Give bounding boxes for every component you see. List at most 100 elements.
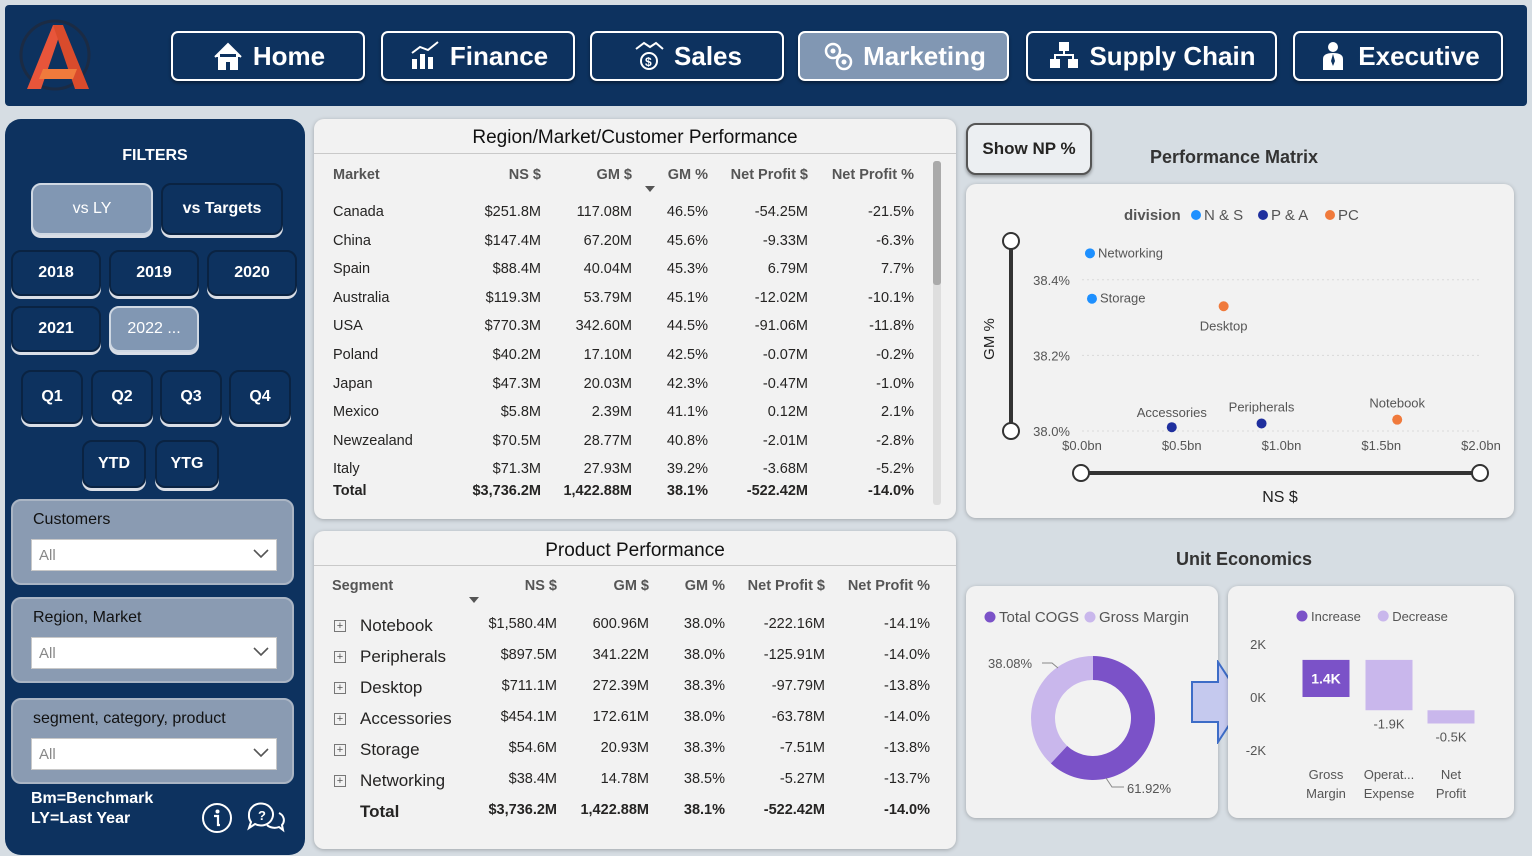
expand-icon[interactable]: + (334, 775, 346, 787)
bar-value-label: 1.4K (1311, 670, 1341, 686)
column-header[interactable]: Net Profit $ (747, 578, 825, 594)
expand-icon[interactable]: + (334, 713, 346, 725)
row-value: -91.06M (754, 318, 808, 335)
x-axis-title: NS $ (1262, 489, 1298, 506)
nav-home-button[interactable]: Home (171, 31, 365, 81)
row-label: Storage (360, 740, 420, 759)
row-value: -7.51M (779, 740, 825, 756)
expand-icon[interactable]: + (334, 651, 346, 663)
help-chat-icon[interactable]: ? (245, 799, 285, 837)
legend-label: Total COGS (999, 609, 1079, 626)
column-header[interactable]: GM $ (596, 167, 632, 183)
column-header[interactable]: Market (333, 167, 380, 183)
q1-button[interactable]: Q1 (21, 370, 83, 424)
total-label: Total (333, 483, 367, 499)
row-value: -125.91M (763, 647, 825, 663)
row-value: -14.0% (884, 647, 930, 663)
column-header[interactable]: GM % (667, 167, 708, 183)
row-label: Japan (333, 375, 373, 392)
row-value: -222.16M (763, 616, 825, 632)
row-value: -0.07M (762, 347, 808, 363)
row-value: $47.3M (492, 375, 541, 392)
nav-button-label: Finance (449, 40, 549, 71)
row-value: -3.68M (762, 461, 808, 478)
nav-sales-button[interactable]: $ Sales (590, 31, 784, 81)
slice-label-leader (1105, 777, 1124, 788)
row-value: 342.60M (575, 318, 632, 335)
chevron-down-icon (253, 647, 269, 657)
column-header[interactable]: Segment (332, 578, 394, 594)
row-value: 17.10M (583, 347, 632, 363)
legend-label: Decrease (1392, 609, 1448, 624)
point-label: Networking (1098, 245, 1163, 260)
nav-finance-button[interactable]: Finance (381, 31, 575, 81)
slice-label: 38.08% (988, 656, 1033, 671)
nav-marketing-button[interactable]: Marketing (798, 31, 1009, 81)
scrollbar-thumb[interactable] (933, 161, 941, 285)
segment-slicer-label: segment, category, product (33, 710, 226, 727)
column-header[interactable]: Net Profit % (831, 167, 914, 183)
year-2019-button[interactable]: 2019 (109, 250, 199, 296)
x-slider-left-handle[interactable] (1072, 464, 1090, 482)
row-value: -5.2% (876, 461, 914, 478)
column-header[interactable]: Net Profit % (847, 578, 930, 594)
y-slider-bottom-handle[interactable] (1002, 422, 1020, 440)
filters-panel: FILTERS vs LY vs Targets 2018 2019 2020 … (5, 119, 305, 855)
point-label: Notebook (1369, 396, 1425, 411)
sort-descending-icon[interactable] (645, 186, 655, 192)
year-2020-button[interactable]: 2020 (207, 250, 297, 296)
table-scrollbar[interactable] (933, 161, 941, 505)
row-value: 46.5% (666, 204, 708, 220)
row-label: Peripherals (360, 647, 446, 666)
row-value: 42.5% (666, 347, 708, 363)
row-value: -12.02M (754, 289, 808, 306)
column-header[interactable]: Net Profit $ (730, 167, 808, 183)
column-header[interactable]: GM % (684, 578, 725, 594)
row-value: 20.93M (600, 740, 649, 756)
year-2022-button[interactable]: 2022 ... (109, 306, 199, 352)
y-slider-top-handle[interactable] (1002, 232, 1020, 250)
bar-value-label: -0.5K (1435, 730, 1466, 745)
year-2021-button[interactable]: 2021 (11, 306, 101, 352)
customers-dropdown-value: All (39, 547, 56, 564)
row-value: $70.5M (492, 432, 541, 449)
column-header[interactable]: NS $ (524, 578, 557, 594)
x-slider-right-handle[interactable] (1471, 464, 1489, 482)
region-market-dropdown[interactable]: All (31, 637, 277, 669)
year-2018-button[interactable]: 2018 (11, 250, 101, 296)
q2-button[interactable]: Q2 (91, 370, 153, 424)
column-header[interactable]: NS $ (508, 167, 541, 183)
column-header[interactable]: GM $ (613, 578, 649, 594)
segment-dropdown[interactable]: All (31, 738, 277, 770)
svg-text:$: $ (645, 55, 652, 69)
segment-category-product-slicer: segment, category, product All (11, 698, 294, 784)
executive-icon (1323, 42, 1344, 70)
row-value: 2.39M (591, 404, 632, 421)
vs-targets-button[interactable]: vs Targets (161, 183, 283, 235)
nav-executive-button[interactable]: Executive (1293, 31, 1503, 81)
row-value: -54.25M (754, 204, 808, 220)
performance-matrix-chart: 38.0% 38.2% 38.4% $0.0bn $0.5bn $1.0bn $1.5bn $… (981, 207, 1501, 506)
waterfall-bar (1365, 659, 1413, 711)
row-value: $711.1M (501, 678, 557, 694)
info-icon[interactable] (201, 802, 233, 834)
vs-ly-button[interactable]: vs LY (31, 183, 153, 235)
category-label: Operat... (1364, 767, 1415, 782)
sort-descending-icon[interactable] (469, 597, 479, 603)
show-np-percent-button[interactable]: Show NP % (966, 123, 1092, 175)
nav-supply-chain-button[interactable]: Supply Chain (1026, 31, 1277, 81)
chevron-down-icon (253, 549, 269, 559)
expand-icon[interactable]: + (334, 682, 346, 694)
row-value: $71.3M (492, 461, 541, 478)
ytg-button[interactable]: YTG (155, 440, 219, 488)
q4-button[interactable]: Q4 (229, 370, 291, 424)
row-label: Spain (333, 261, 371, 278)
expand-icon[interactable]: + (334, 620, 346, 632)
legend-label: Increase (1311, 609, 1361, 624)
ytd-button[interactable]: YTD (82, 440, 146, 488)
q3-button[interactable]: Q3 (160, 370, 222, 424)
customers-dropdown[interactable]: All (31, 539, 277, 571)
legend-label: Gross Margin (1099, 609, 1189, 626)
y-tick-label: 38.4% (1033, 273, 1070, 288)
expand-icon[interactable]: + (334, 744, 346, 756)
